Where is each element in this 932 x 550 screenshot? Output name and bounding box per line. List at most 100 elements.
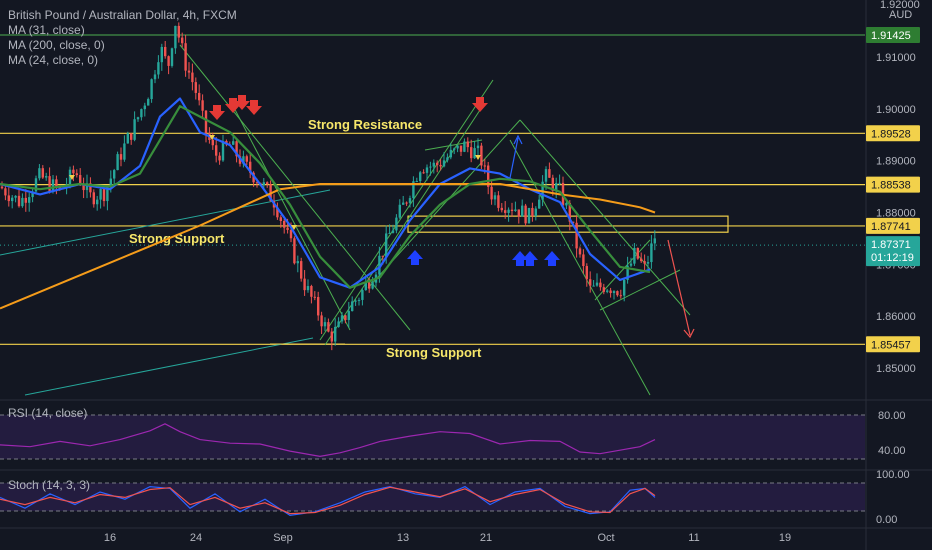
candle-body — [221, 141, 225, 161]
candle-body — [123, 143, 126, 160]
price-tick-label-top: 1.92000 — [880, 0, 920, 11]
candle-body — [534, 208, 537, 217]
projection-arrowhead[interactable] — [513, 134, 523, 145]
strong-support-label: Strong Support — [386, 345, 482, 360]
candle-body — [548, 169, 551, 178]
projection-line[interactable] — [667, 239, 691, 336]
candle-body — [612, 291, 616, 294]
candle-body — [425, 167, 429, 173]
price-tag — [866, 125, 920, 142]
legend-ma24[interactable]: MA (24, close, 0) — [8, 53, 99, 67]
time-tick-label: 11 — [688, 532, 699, 544]
candle-body — [211, 139, 214, 146]
signal-marker-icon — [69, 175, 75, 180]
buy-arrow-icon — [512, 251, 528, 266]
candle-body — [408, 198, 412, 203]
candle-body — [623, 279, 626, 296]
candle-body — [55, 179, 58, 188]
sell-arrow-icon — [472, 97, 488, 112]
price-tag — [866, 26, 920, 43]
channel-line[interactable] — [319, 79, 494, 341]
legend-ma200[interactable]: MA (200, close, 0) — [8, 38, 105, 52]
candle-body — [646, 262, 650, 264]
projection-arrowhead[interactable] — [683, 328, 695, 339]
signal-marker-icon — [291, 225, 297, 230]
support-zone-box[interactable] — [407, 215, 729, 233]
candle-body — [575, 222, 578, 249]
candle-body — [45, 176, 48, 178]
candle-body — [170, 48, 174, 66]
candle-body — [130, 133, 133, 140]
stoch-d-line[interactable] — [0, 486, 656, 515]
candle-body — [174, 25, 177, 49]
symbol-title[interactable]: British Pound / Australian Dollar, 4h, F… — [8, 8, 237, 22]
candle-body — [99, 188, 102, 200]
candle-body — [238, 156, 242, 164]
candle-body — [266, 182, 269, 185]
channel-line[interactable] — [324, 109, 481, 346]
candle-body — [300, 261, 303, 279]
sell-arrow-icon — [209, 105, 225, 120]
price-tag-label: 1.89528 — [871, 128, 911, 140]
candle-body — [640, 258, 643, 262]
candle-body — [595, 282, 599, 286]
candle-body — [453, 148, 456, 150]
current-price-tag — [866, 236, 920, 267]
legend-ma31[interactable]: MA (31, close) — [8, 23, 85, 37]
channel-line[interactable] — [229, 99, 351, 331]
price-tag — [866, 217, 920, 234]
candle-body — [364, 282, 367, 291]
trendline[interactable] — [0, 189, 331, 256]
candle-body — [412, 181, 415, 199]
candle-body — [310, 286, 313, 297]
candle-body — [531, 207, 534, 217]
rsi-legend[interactable]: RSI (14, close) — [8, 406, 88, 420]
candle-body — [303, 278, 306, 291]
candle-body — [395, 217, 398, 231]
candle-body — [507, 209, 510, 213]
projection-line[interactable] — [509, 137, 519, 179]
candle-body — [368, 282, 371, 289]
trendline[interactable] — [24, 337, 314, 396]
buy-arrow-icon — [544, 251, 560, 266]
candle-body — [606, 290, 609, 292]
candle-body — [497, 195, 500, 208]
candle-body — [602, 287, 605, 292]
candle-body — [327, 322, 330, 332]
candle-body — [286, 227, 289, 230]
ma-line-ma-31-close-[interactable] — [0, 97, 651, 289]
candle-body — [470, 147, 473, 159]
candle-body — [524, 205, 527, 224]
candle-body — [340, 315, 344, 322]
candle-body — [147, 99, 150, 106]
time-tick-label: 13 — [397, 532, 409, 544]
channel-line[interactable] — [519, 119, 691, 316]
price-tick-label: 1.85000 — [876, 363, 916, 375]
candle-body — [157, 62, 160, 75]
channel-line[interactable] — [424, 139, 483, 151]
price-tag-label: 1.85457 — [871, 339, 911, 351]
candle-body — [133, 119, 136, 140]
ma-line-ma-24-close-0-[interactable] — [0, 105, 651, 289]
candle-body — [589, 279, 592, 286]
candle-body — [357, 299, 361, 301]
stoch-legend[interactable]: Stoch (14, 3, 3) — [8, 478, 91, 492]
candle-body — [419, 172, 422, 182]
stoch-tick-label: 100.00 — [876, 469, 910, 481]
candle-body — [153, 74, 157, 80]
candle-body — [643, 261, 646, 264]
candle-body — [160, 46, 163, 63]
ma-line-ma-200-close-0-[interactable] — [0, 183, 656, 310]
rsi-line[interactable] — [0, 423, 656, 458]
candle-body — [538, 199, 541, 209]
candle-body — [17, 195, 21, 207]
candle-body — [436, 162, 439, 165]
candle-body — [337, 321, 340, 327]
channel-line[interactable] — [599, 269, 681, 311]
candle-body — [313, 296, 316, 298]
candle-body — [551, 177, 554, 192]
candle-body — [582, 254, 585, 267]
candle-body — [21, 197, 24, 207]
candle-body — [184, 43, 187, 71]
